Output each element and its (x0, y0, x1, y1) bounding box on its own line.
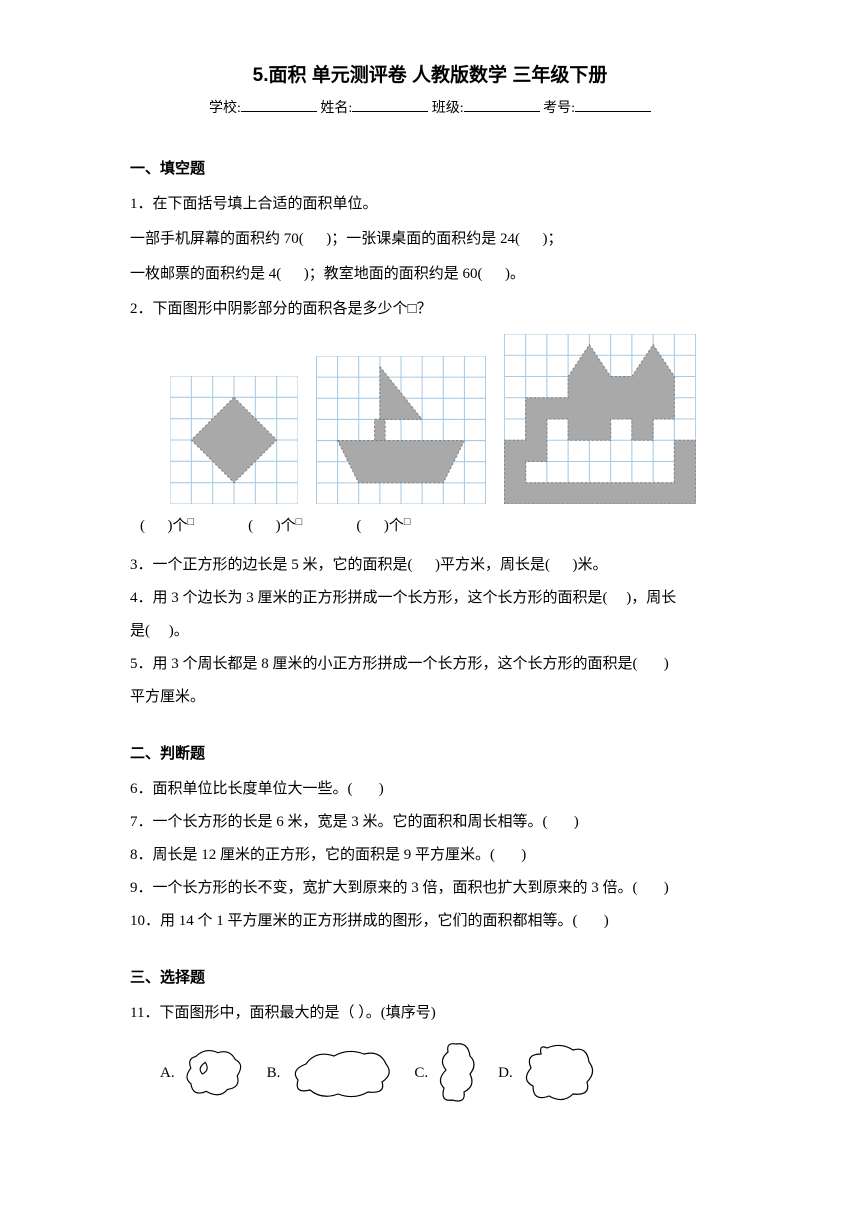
q11-opt-b: B. (267, 1044, 397, 1102)
q2-a1-close: )个 (168, 510, 188, 543)
question-10: 10．用 14 个 1 平方厘米的正方形拼成的图形，它们的面积都相等。( ) (130, 905, 730, 938)
square-icon: □ (404, 510, 411, 543)
q11-opt-c: C. (414, 1038, 480, 1108)
question-7: 7．一个长方形的长是 6 米，宽是 3 米。它的面积和周长相等。( ) (130, 806, 730, 839)
square-icon: □ (296, 510, 303, 543)
q11-text: 下面图形中，面积最大的是（ ）。(填序号) (159, 1005, 435, 1021)
q2-answers: ( )个□ ( )个□ ( )个□ (130, 510, 730, 543)
q2-a2-open: ( (248, 510, 253, 543)
q7-end: ) (574, 814, 579, 830)
q2-text: 下面图形中阴影部分的面积各是多少个□？ (153, 301, 432, 317)
q11-opt-a: A. (160, 1045, 249, 1101)
q4-b: )，周长 (626, 590, 676, 606)
q10-text: 用 14 个 1 平方厘米的正方形拼成的图形，它们的面积都相等。( (160, 913, 578, 929)
q3-b: )平方米，周长是( (435, 557, 550, 573)
q1-l2b: )；教室地面的面积约是 60( (304, 266, 483, 282)
section-choice-title: 三、选择题 (130, 966, 730, 987)
section-judge-title: 二、判断题 (130, 742, 730, 763)
q11-b-label: B. (267, 1057, 281, 1090)
q2-figures (170, 334, 730, 504)
q1-l2c: )。 (505, 266, 525, 282)
question-1: 1．在下面括号填上合适的面积单位。 一部手机屏幕的面积约 70( )；一张课桌面… (130, 188, 730, 291)
q4-d: )。 (169, 623, 189, 639)
q2-fig-2 (316, 356, 486, 504)
question-6: 6．面积单位比长度单位大一些。( ) (130, 773, 730, 806)
q3-num: 3． (130, 557, 153, 573)
q2-num: 2． (130, 301, 153, 317)
q7-num: 7． (130, 814, 153, 830)
q11-num: 11． (130, 1005, 159, 1021)
header-fields: 学校: 姓名: 班级: 考号: (130, 97, 730, 117)
q2-a1-open: ( (140, 510, 145, 543)
question-3: 3．一个正方形的边长是 5 米，它的面积是( )平方米，周长是( )米。 (130, 549, 730, 582)
q5-a: 用 3 个周长都是 8 厘米的小正方形拼成一个长方形，这个长方形的面积是( (153, 656, 638, 672)
label-name: 姓名: (320, 101, 352, 116)
label-school: 学校: (209, 101, 241, 116)
q11-options: A. B. C. D. (160, 1038, 730, 1108)
q8-end: ) (521, 847, 526, 863)
q1-l1b: )；一张课桌面的面积约是 24( (326, 231, 520, 247)
q9-end: ) (664, 880, 669, 896)
q9-text: 一个长方形的长不变，宽扩大到原来的 3 倍，面积也扩大到原来的 3 倍。( (153, 880, 638, 896)
label-class: 班级: (432, 101, 464, 116)
q1-text: 在下面括号填上合适的面积单位。 (153, 196, 378, 212)
q3-c: )米。 (573, 557, 608, 573)
label-examno: 考号: (543, 101, 575, 116)
question-9: 9．一个长方形的长不变，宽扩大到原来的 3 倍，面积也扩大到原来的 3 倍。( … (130, 872, 730, 905)
q2-fig-3 (504, 334, 696, 504)
q11-d-label: D. (498, 1057, 513, 1090)
q3-a: 一个正方形的边长是 5 米，它的面积是( (153, 557, 413, 573)
blob-d-icon (519, 1040, 597, 1106)
question-2: 2．下面图形中阴影部分的面积各是多少个□？ (130, 293, 730, 543)
q11-a-label: A. (160, 1057, 175, 1090)
q6-text: 面积单位比长度单位大一些。( (153, 781, 353, 797)
q2-a2-close: )个 (276, 510, 296, 543)
question-4: 4．用 3 个边长为 3 厘米的正方形拼成一个长方形，这个长方形的面积是( )，… (130, 582, 730, 648)
q7-text: 一个长方形的长是 6 米，宽是 3 米。它的面积和周长相等。( (153, 814, 548, 830)
blob-a-icon (181, 1045, 249, 1101)
question-5: 5．用 3 个周长都是 8 厘米的小正方形拼成一个长方形，这个长方形的面积是( … (130, 648, 730, 714)
q4-num: 4． (130, 590, 153, 606)
blank-examno (575, 98, 651, 112)
page-title: 5.面积 单元测评卷 人教版数学 三年级下册 (130, 60, 730, 87)
q1-l1c: )； (543, 231, 563, 247)
q4-a: 用 3 个边长为 3 厘米的正方形拼成一个长方形，这个长方形的面积是( (153, 590, 608, 606)
question-8: 8．周长是 12 厘米的正方形，它的面积是 9 平方厘米。( ) (130, 839, 730, 872)
q10-num: 10． (130, 913, 160, 929)
blank-school (241, 98, 317, 112)
q4-c: 是( (130, 623, 150, 639)
q1-num: 1． (130, 196, 153, 212)
q2-fig-1 (170, 376, 298, 504)
q6-num: 6． (130, 781, 153, 797)
q5-num: 5． (130, 656, 153, 672)
q5-b: ) (664, 656, 669, 672)
q10-end: ) (604, 913, 609, 929)
square-icon: □ (188, 510, 195, 543)
q1-l2a: 一枚邮票的面积约是 4( (130, 266, 281, 282)
q1-l1a: 一部手机屏幕的面积约 70( (130, 231, 304, 247)
q9-num: 9． (130, 880, 153, 896)
q8-text: 周长是 12 厘米的正方形，它的面积是 9 平方厘米。( (153, 847, 496, 863)
blob-b-icon (286, 1044, 396, 1102)
q8-num: 8． (130, 847, 153, 863)
q2-a3-close: )个 (384, 510, 404, 543)
q2-a3-open: ( (356, 510, 361, 543)
blank-class (464, 98, 540, 112)
blob-c-icon (434, 1038, 480, 1108)
question-11: 11．下面图形中，面积最大的是（ ）。(填序号) A. B. C. D. (130, 997, 730, 1108)
section-fill-title: 一、填空题 (130, 157, 730, 178)
q6-end: ) (379, 781, 384, 797)
q11-opt-d: D. (498, 1040, 597, 1106)
q5-c: 平方厘米。 (130, 689, 205, 705)
q11-c-label: C. (414, 1057, 428, 1090)
blank-name (352, 98, 428, 112)
